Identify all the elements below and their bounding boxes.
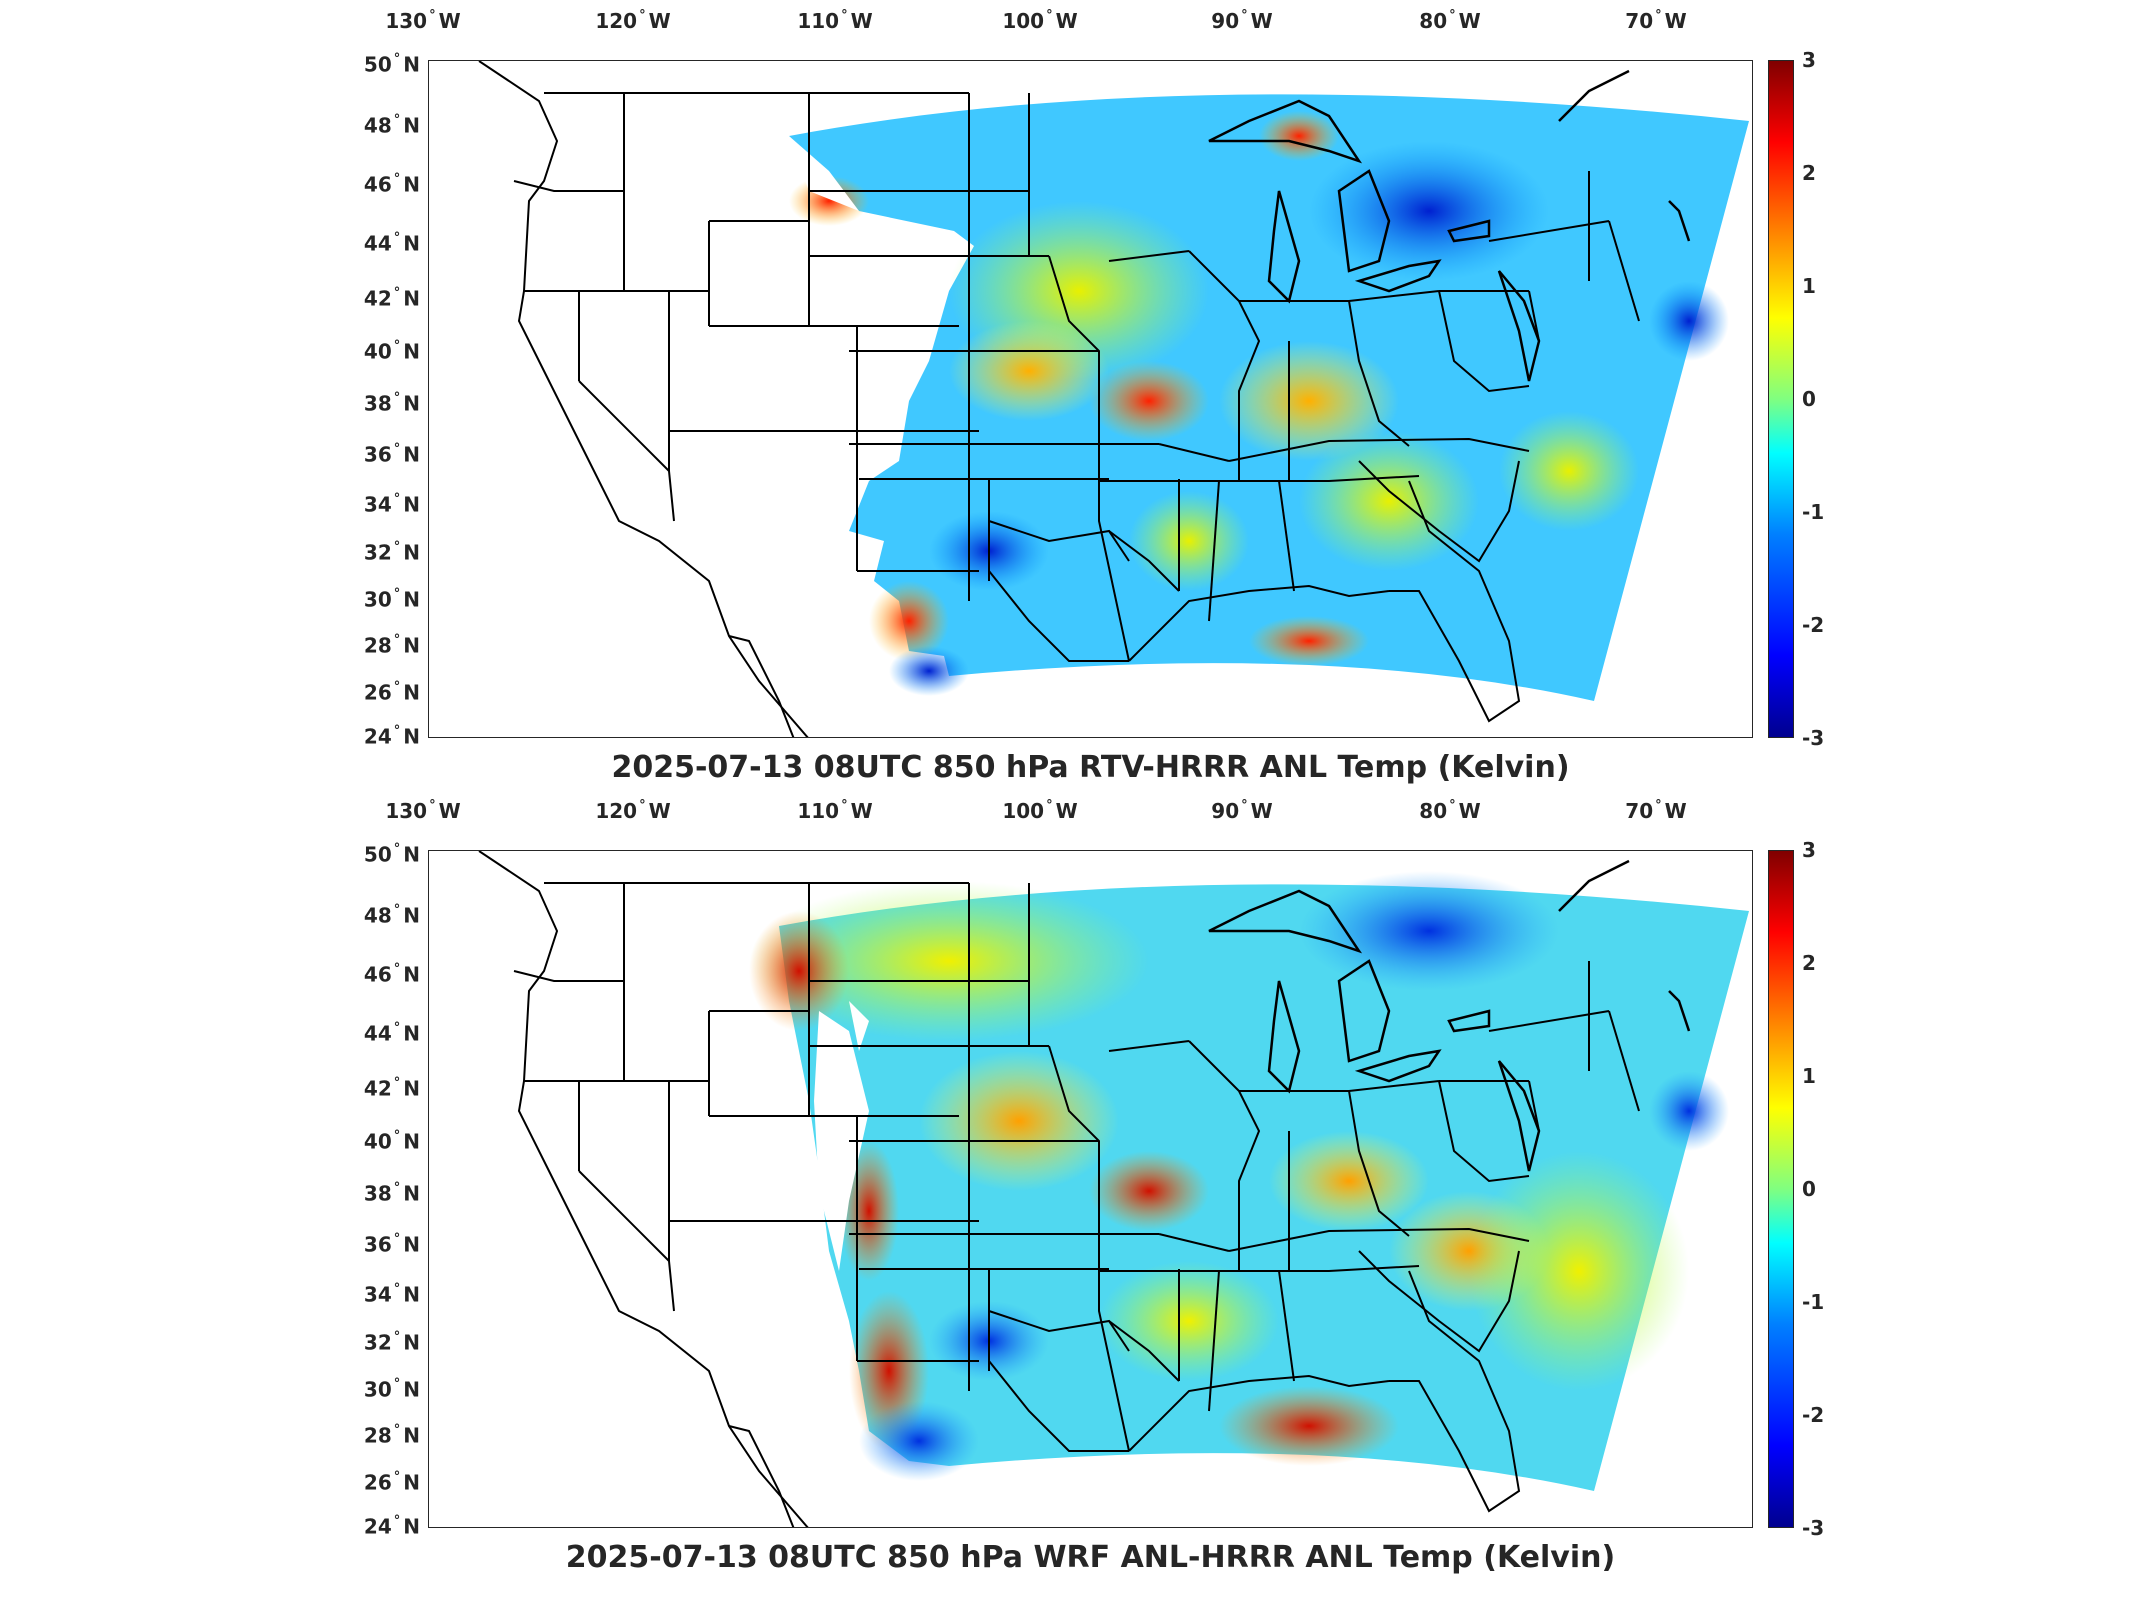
lat-tick-46: 46 ° N	[363, 171, 420, 197]
lat-tick-30: 30 ° N	[363, 586, 420, 612]
bottom-cbar-tick-2: 2	[1802, 951, 1816, 975]
top-map-svg	[478, 61, 1749, 737]
lat-tick-28: 28 ° N	[363, 632, 420, 658]
bottom-great-lakes	[1208, 859, 1691, 1172]
lon-tick-80: 80 ° W	[1419, 798, 1481, 823]
top-colorbar	[1768, 60, 1794, 738]
bottom-cbar-tick-neg1: -1	[1802, 1290, 1825, 1314]
lat-tick-42: 42 ° N	[363, 285, 420, 311]
lat-tick-48: 48 ° N	[363, 902, 420, 928]
top-cbar-tick-3: 3	[1802, 48, 1816, 72]
lon-tick-120: 120 ° W	[595, 798, 671, 823]
lat-tick-26: 26 ° N	[363, 1469, 420, 1495]
lat-tick-38: 38 ° N	[363, 390, 420, 416]
lat-tick-44: 44 ° N	[363, 1020, 420, 1046]
lat-tick-40: 40 ° N	[363, 338, 420, 364]
lat-tick-50: 50 ° N	[363, 51, 420, 77]
bottom-boundaries	[478, 851, 1640, 1527]
bottom-map-svg	[478, 851, 1749, 1527]
lat-tick-40: 40 ° N	[363, 1128, 420, 1154]
lat-tick-32: 32 ° N	[363, 539, 420, 565]
top-cbar-tick-1: 1	[1802, 274, 1816, 298]
bottom-map-plot-area	[428, 850, 1753, 1528]
lat-tick-50: 50 ° N	[363, 841, 420, 867]
bottom-cbar-tick-neg2: -2	[1802, 1403, 1825, 1427]
lon-tick-120: 120 ° W	[595, 8, 671, 33]
bottom-cbar-tick-3: 3	[1802, 838, 1816, 862]
top-cbar-tick-neg3: -3	[1802, 726, 1825, 750]
lon-tick-80: 80 ° W	[1419, 8, 1481, 33]
lon-tick-70: 70 ° W	[1625, 798, 1687, 823]
lon-tick-100: 100 ° W	[1002, 798, 1078, 823]
top-great-lakes	[1208, 69, 1691, 382]
lon-tick-110: 110 ° W	[797, 8, 873, 33]
lon-tick-130: 130 ° W	[385, 798, 461, 823]
top-cbar-tick-neg2: -2	[1802, 613, 1825, 637]
top-cbar-tick-neg1: -1	[1802, 500, 1825, 524]
top-cbar-tick-2: 2	[1802, 161, 1816, 185]
bottom-cbar-tick-0: 0	[1802, 1177, 1816, 1201]
lat-tick-28: 28 ° N	[363, 1422, 420, 1448]
top-boundaries	[478, 61, 1640, 737]
bottom-cbar-tick-neg3: -3	[1802, 1516, 1825, 1540]
lon-tick-130: 130 ° W	[385, 8, 461, 33]
bottom-white-gaps	[814, 1001, 869, 1271]
bottom-colorbar	[1768, 850, 1794, 1528]
lat-tick-36: 36 ° N	[363, 441, 420, 467]
lat-tick-26: 26 ° N	[363, 679, 420, 705]
lat-tick-34: 34 ° N	[363, 1281, 420, 1307]
lat-tick-48: 48 ° N	[363, 112, 420, 138]
top-cbar-tick-0: 0	[1802, 387, 1816, 411]
bottom-map-title: 2025-07-13 08UTC 850 hPa WRF ANL-HRRR AN…	[565, 1540, 1616, 1575]
lat-tick-46: 46 ° N	[363, 961, 420, 987]
lat-tick-24: 24 ° N	[363, 723, 420, 749]
bottom-cbar-tick-1: 1	[1802, 1064, 1816, 1088]
lat-tick-32: 32 ° N	[363, 1329, 420, 1355]
lat-tick-36: 36 ° N	[363, 1231, 420, 1257]
lat-tick-30: 30 ° N	[363, 1376, 420, 1402]
lat-tick-24: 24 ° N	[363, 1513, 420, 1539]
lat-tick-44: 44 ° N	[363, 230, 420, 256]
lon-tick-90: 90 ° W	[1211, 8, 1273, 33]
lon-tick-90: 90 ° W	[1211, 798, 1273, 823]
lat-tick-34: 34 ° N	[363, 491, 420, 517]
lat-tick-42: 42 ° N	[363, 1075, 420, 1101]
top-map-title: 2025-07-13 08UTC 850 hPa RTV-HRRR ANL Te…	[611, 750, 1570, 785]
lon-tick-100: 100 ° W	[1002, 8, 1078, 33]
lat-tick-38: 38 ° N	[363, 1180, 420, 1206]
lon-tick-70: 70 ° W	[1625, 8, 1687, 33]
lon-tick-110: 110 ° W	[797, 798, 873, 823]
top-map-plot-area	[428, 60, 1753, 738]
